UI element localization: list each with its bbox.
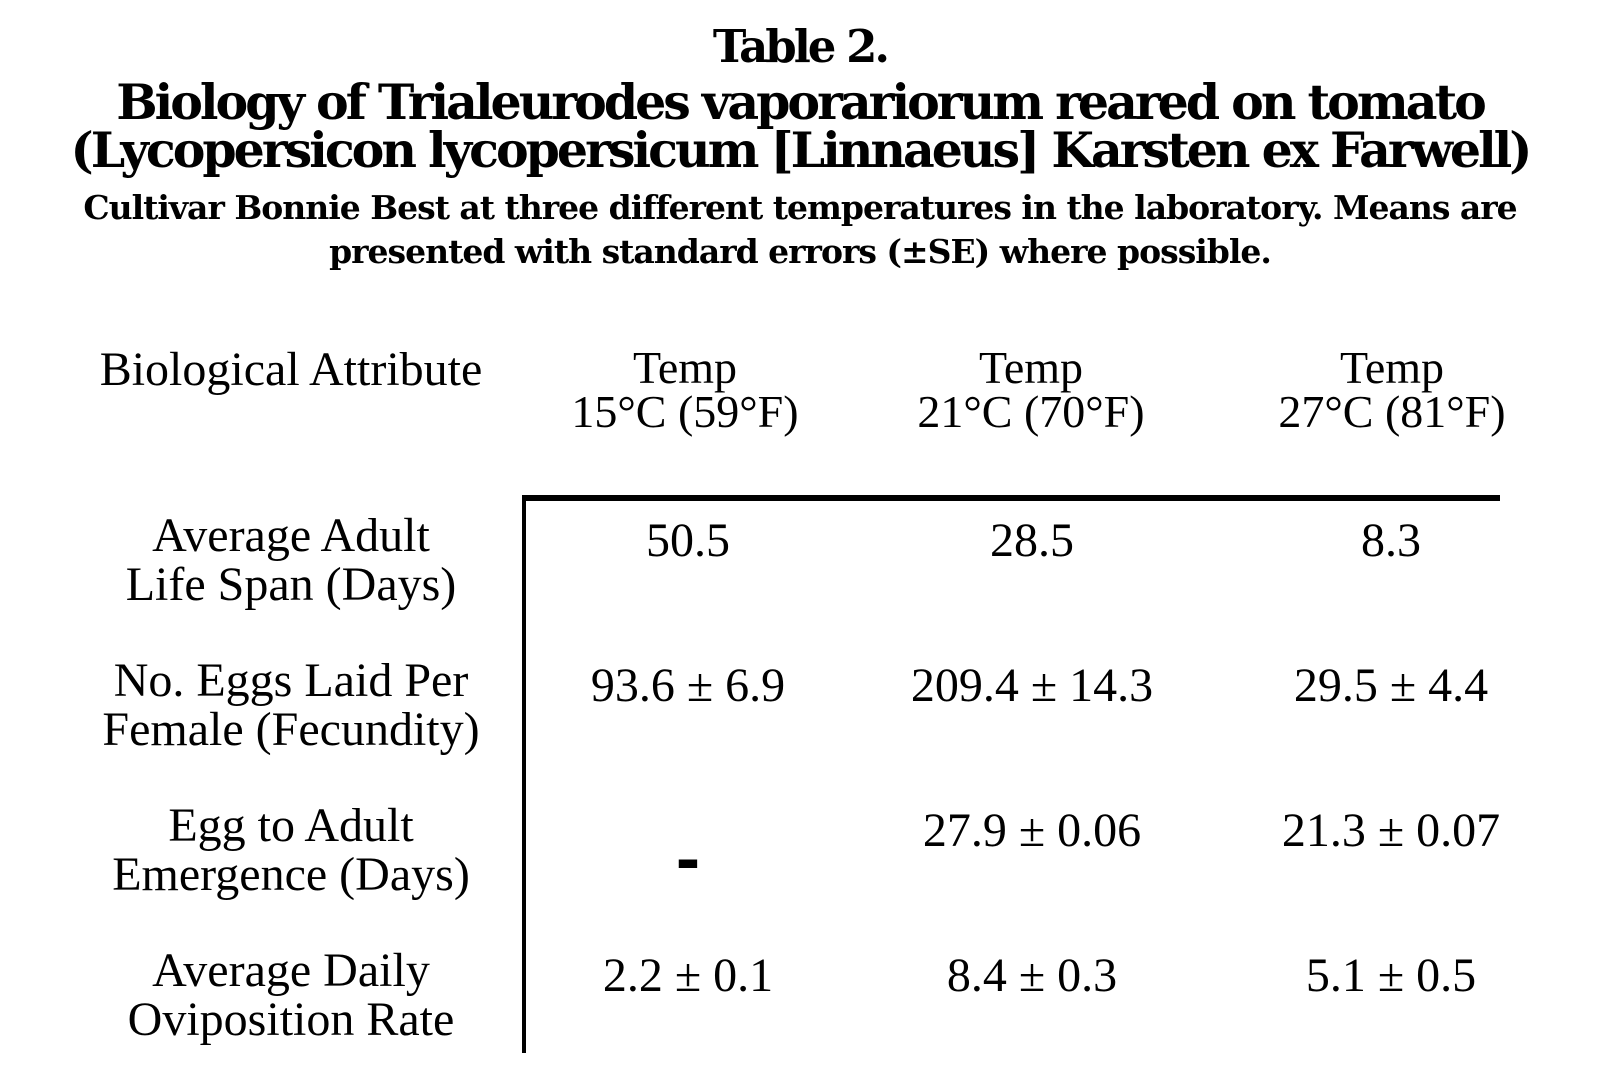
value-cell-no-data: - [526, 807, 850, 936]
column-header-biological-attribute: Biological Attribute [99, 343, 483, 396]
table-title-line2: (Lycopersicon lycopersicum [Linnaeus] Ka… [70, 121, 1533, 179]
column-header-row: Biological Attribute Temp 15°C (59°F) Te… [60, 332, 1506, 437]
row-label-fecundity: No. Eggs Laid Per Female (Fecundity) [60, 640, 522, 785]
value-cell: 2.2 ± 0.1 [602, 949, 774, 1002]
temp-degrees: 27°C (81°F) [1278, 386, 1506, 437]
value-cell: 209.4 ± 14.3 [910, 659, 1154, 712]
value-cell: 8.3 [1361, 514, 1421, 567]
data-row-egg-to-adult-emergence: - 27.9 ± 0.06 21.3 ± 0.07 [526, 791, 1501, 936]
table-caption-line1: Cultivar Bonnie Best at three different … [83, 188, 1517, 227]
value-cell: 29.5 ± 4.4 [1293, 659, 1489, 712]
value-cell: 93.6 ± 6.9 [590, 659, 786, 712]
row-label-line2: Emergence (Days) [112, 848, 470, 901]
value-cell: 21.3 ± 0.07 [1281, 804, 1501, 857]
table-caption-line2: presented with standard errors (±SE) whe… [329, 232, 1272, 271]
row-label-line2: Life Span (Days) [125, 558, 457, 611]
row-label-egg-to-adult-emergence: Egg to Adult Emergence (Days) [60, 785, 522, 930]
row-label-oviposition-rate: Average Daily Oviposition Rate [60, 930, 522, 1053]
value-cell: 28.5 [990, 514, 1074, 567]
value-cell: 5.1 ± 0.5 [1305, 949, 1477, 1002]
data-row-fecundity: 93.6 ± 6.9 209.4 ± 14.3 29.5 ± 4.4 [526, 646, 1500, 791]
no-data-dash: - [675, 826, 701, 896]
row-label-line1: No. Eggs Laid Per [113, 654, 469, 707]
row-label-line1: Average Daily [152, 944, 430, 997]
row-label-column: Average Adult Life Span (Days) No. Eggs … [60, 495, 522, 1053]
value-cell: 50.5 [646, 514, 730, 567]
table-heading: Table 2. Biology of Trialeurodes vaporar… [0, 0, 1600, 274]
value-cell: 27.9 ± 0.06 [922, 804, 1142, 857]
data-grid: 50.5 28.5 8.3 93.6 ± 6.9 209.4 ± 14.3 29… [522, 495, 1500, 1053]
column-header-temp-27c: Temp 27°C (81°F) [1229, 332, 1555, 437]
temp-degrees: 15°C (59°F) [571, 386, 799, 437]
column-header-temp-21c: Temp 21°C (70°F) [868, 332, 1194, 437]
temp-word: Temp [978, 342, 1084, 393]
temp-degrees: 21°C (70°F) [917, 386, 1145, 437]
row-label-line2: Oviposition Rate [127, 993, 455, 1046]
column-header-temp-15c: Temp 15°C (59°F) [522, 332, 848, 437]
temp-word: Temp [1339, 342, 1445, 393]
row-label-line1: Egg to Adult [168, 799, 414, 852]
data-row-oviposition-rate: 2.2 ± 0.1 8.4 ± 0.3 5.1 ± 0.5 [526, 936, 1500, 1053]
row-label-line2: Female (Fecundity) [102, 703, 480, 756]
table-number: Table 2. [712, 20, 890, 73]
row-label-line1: Average Adult [152, 509, 430, 562]
table-title-line1: Biology of Trialeurodes vaporariorum rea… [116, 73, 1487, 131]
temp-word: Temp [632, 342, 738, 393]
row-label-adult-life-span: Average Adult Life Span (Days) [60, 495, 522, 640]
value-cell: 8.4 ± 0.3 [946, 949, 1118, 1002]
table-body: Average Adult Life Span (Days) No. Eggs … [60, 495, 1500, 1053]
data-row-adult-life-span: 50.5 28.5 8.3 [526, 501, 1500, 646]
